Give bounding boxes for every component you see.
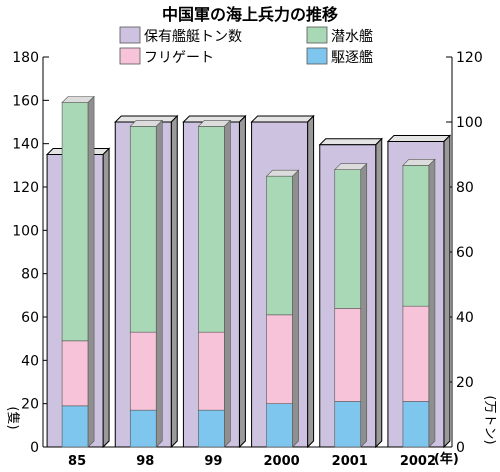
stack-side-face	[360, 162, 368, 448]
stack-segment	[402, 401, 430, 448]
bar-side-face	[307, 114, 315, 449]
category-label: 2001	[332, 454, 368, 469]
stack-segment	[198, 331, 225, 411]
category-label: 99	[204, 454, 222, 469]
legend-label: 保有艦艇トン数	[144, 29, 242, 45]
stack-segment	[334, 308, 362, 402]
left-tick-label: 80	[21, 267, 39, 283]
bar-side-face	[102, 147, 110, 449]
category-label: 2002	[400, 454, 436, 469]
stack-segment	[266, 403, 293, 448]
stack-segment	[402, 305, 430, 402]
left-tick-label: 20	[21, 397, 39, 413]
stack-side-face	[155, 119, 163, 448]
stack-segment	[61, 102, 89, 342]
left-tick-label: 100	[12, 223, 39, 239]
bar-side-face	[238, 114, 246, 449]
legend-label: 潜水艦	[331, 29, 373, 45]
left-tick-label: 0	[30, 440, 39, 456]
stack-segment	[198, 409, 225, 448]
category-label: 85	[68, 454, 86, 469]
left-tick-label: 60	[21, 310, 39, 326]
right-tick-label: 60	[456, 245, 474, 261]
stack-side-face	[292, 169, 299, 448]
stack-side-face	[224, 119, 231, 448]
stack-segment	[61, 340, 89, 407]
right-tick-label: 40	[456, 310, 474, 326]
stack-segment	[198, 126, 225, 333]
right-tick-label: 80	[456, 180, 474, 196]
stack-segment	[266, 314, 293, 404]
stack-segment	[266, 175, 293, 316]
bar-side-face	[443, 134, 451, 449]
chart-title: 中国軍の海上兵力の推移	[162, 5, 338, 24]
right-tick-label: 20	[456, 375, 474, 391]
left-tick-label: 180	[12, 50, 39, 66]
right-tick-label: 0	[456, 440, 465, 456]
category-label: 2000	[263, 454, 299, 469]
stack-side-face	[428, 158, 436, 448]
right-axis-unit-label: (万トン)	[482, 395, 497, 444]
bar-top-face	[386, 135, 452, 142]
stack-segment	[61, 405, 89, 448]
legend-swatch	[306, 26, 328, 44]
stack-segment	[334, 169, 362, 309]
bar-side-face	[170, 114, 178, 449]
stack-segment	[129, 409, 157, 448]
legend-label: フリゲート	[144, 50, 214, 66]
legend-swatch	[306, 47, 328, 65]
stack-segment	[129, 331, 157, 411]
stack-segment	[129, 126, 157, 333]
legend-label: 駆逐艦	[331, 50, 373, 66]
category-label: 98	[136, 454, 154, 469]
axes: 0 20 40 60 80 100 120 140 160 180 0 20 40 60 80 100 120 8…	[12, 50, 482, 469]
bar-top-face	[318, 138, 383, 146]
right-tick-label: 100	[456, 115, 483, 131]
stack-side-face	[87, 95, 95, 448]
left-tick-label: 40	[21, 353, 39, 369]
bars	[45, 95, 452, 449]
left-axis-unit-label: (隻)	[5, 406, 20, 429]
left-tick-label: 160	[12, 93, 39, 109]
right-tick-label: 120	[456, 50, 483, 66]
stack-segment	[402, 165, 430, 307]
left-tick-label: 140	[12, 137, 39, 153]
left-tick-label: 120	[12, 180, 39, 196]
stack-segment	[334, 401, 362, 448]
legend-swatch	[119, 26, 141, 44]
x-axis-unit-label: (年)	[434, 451, 459, 467]
bar-top-face	[250, 115, 315, 123]
bar-side-face	[375, 137, 383, 449]
legend-swatch	[119, 47, 141, 65]
